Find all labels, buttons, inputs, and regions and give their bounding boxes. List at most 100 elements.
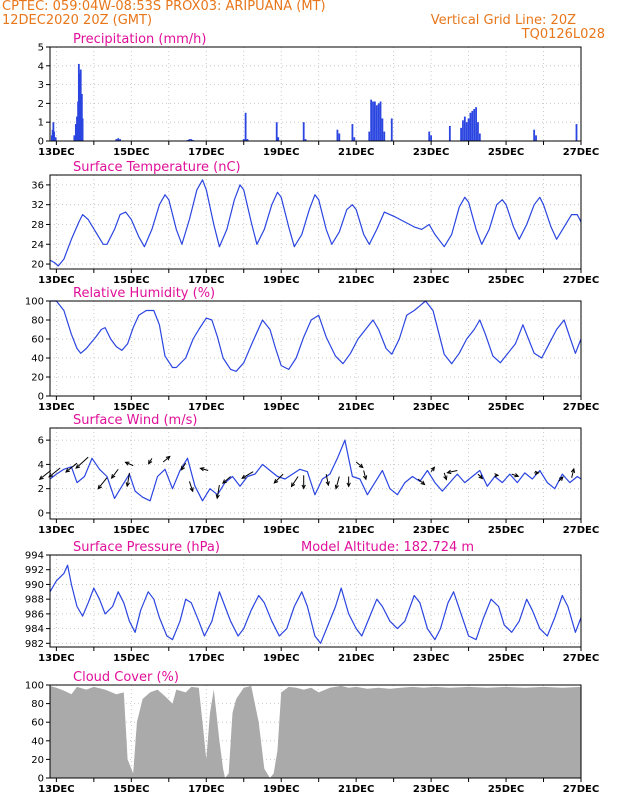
x-tick-label: 21DEC <box>338 147 374 158</box>
precip-bar <box>475 107 477 141</box>
wind-arrowhead <box>75 464 81 469</box>
wind-arrow <box>48 467 61 478</box>
panel-title: Surface Temperature (nC) <box>73 160 241 175</box>
panel-frame <box>49 427 582 520</box>
precip-bar <box>119 139 121 141</box>
wind-arrowhead <box>570 467 576 473</box>
y-tick-label: 990 <box>25 580 44 591</box>
x-tick-label: 13DEC <box>38 525 74 536</box>
precip-bar <box>275 122 278 141</box>
wind-arrowhead <box>189 487 194 493</box>
panel-title: Surface Wind (m/s) <box>73 413 197 428</box>
x-tick-label: 15DEC <box>113 147 149 158</box>
precip-bar <box>353 137 356 141</box>
x-tick-label: 25DEC <box>488 653 524 664</box>
x-tick-label: 21DEC <box>338 402 374 413</box>
x-tick-label: 27DEC <box>563 784 599 795</box>
wind-arrow <box>188 481 194 492</box>
precip-bar <box>370 99 373 141</box>
x-tick-label: 23DEC <box>413 784 449 795</box>
precip-bar <box>244 112 247 141</box>
y-tick-label: 988 <box>25 595 44 606</box>
panel-frame <box>49 46 582 142</box>
wind-arrowhead <box>346 482 351 488</box>
panel-frame <box>49 300 582 397</box>
x-tick-label: 17DEC <box>188 653 224 664</box>
precip-bar <box>372 101 374 141</box>
y-tick-label: 0 <box>38 392 44 403</box>
precip-bar <box>246 139 249 141</box>
precip-bar <box>188 139 191 141</box>
panel-title: Cloud Cover (%) <box>73 670 179 685</box>
x-tick-label: 21DEC <box>338 784 374 795</box>
precip-bar <box>535 135 537 141</box>
precip-bar <box>190 139 193 141</box>
x-tick-label: 15DEC <box>113 653 149 664</box>
precip-bar <box>80 94 83 141</box>
panel-frame <box>49 174 582 270</box>
y-tick-label: 20 <box>31 755 44 766</box>
wind-arrowhead <box>301 484 306 490</box>
x-tick-label: 27DEC <box>563 402 599 413</box>
panel-4: 0 2 4 6 13DEC 15DEC 17DEC 19DEC 21DEC 23DEC 25DEC 2… <box>38 413 600 536</box>
y-tick-label: 80 <box>31 316 44 327</box>
panel-3: 0 20 40 60 80 100 13DEC 15DEC 17DEC 19DEC 21DEC 23D… <box>25 286 599 413</box>
y-tick-label: 984 <box>25 624 44 635</box>
y-tick-label: 0 <box>38 137 44 148</box>
precip-bar <box>302 122 305 141</box>
precip-bar <box>430 135 433 141</box>
wind-arrow <box>200 467 209 471</box>
precip-bar <box>53 131 56 141</box>
y-tick-label: 0 <box>38 508 44 519</box>
y-tick-label: 6 <box>38 436 44 447</box>
wind-arrow <box>291 476 299 487</box>
panel-title: Surface Pressure (hPa) <box>73 540 220 555</box>
precip-bar <box>277 137 280 141</box>
precip-bar <box>381 118 384 141</box>
precip-bar <box>478 133 481 141</box>
y-tick-label: 994 <box>25 551 44 562</box>
series-line <box>49 179 582 267</box>
x-tick-label: 19DEC <box>263 147 299 158</box>
x-tick-label: 17DEC <box>188 147 224 158</box>
x-tick-label: 21DEC <box>338 275 374 286</box>
wind-arrow <box>97 477 108 490</box>
wind-arrowhead <box>494 473 500 478</box>
header-datetime: 12DEC2020 20Z (GMT) <box>2 13 153 28</box>
precip-bar <box>336 129 339 141</box>
precip-bar <box>81 118 84 141</box>
wind-arrowhead <box>358 463 364 469</box>
y-tick-label: 36 <box>31 180 44 191</box>
precip-bar <box>377 103 380 141</box>
x-tick-label: 19DEC <box>263 653 299 664</box>
panel-6: 0 20 40 60 80 100 13DEC 15DEC 17DEC 19DEC 21DEC 23D… <box>25 670 599 795</box>
wind-arrow <box>111 468 119 479</box>
wind-arrowhead <box>241 474 247 479</box>
y-tick-label: 28 <box>31 220 44 231</box>
precip-bar <box>304 139 307 141</box>
x-tick-label: 19DEC <box>263 525 299 536</box>
x-tick-label: 19DEC <box>263 402 299 413</box>
series-line <box>49 439 582 502</box>
wind-arrowhead <box>199 467 205 472</box>
wind-arrowhead <box>514 473 520 478</box>
x-tick-label: 13DEC <box>38 784 74 795</box>
wind-arrow <box>241 471 254 479</box>
wind-arrow <box>273 473 284 484</box>
y-tick-label: 0 <box>38 774 44 785</box>
wind-arrowhead <box>420 480 426 486</box>
series-line <box>50 300 582 372</box>
precip-bar <box>375 105 378 141</box>
wind-arrowhead <box>534 470 540 476</box>
panel-1: 0 1 2 3 4 5 13DEC 15DEC 17DEC 19DEC 21DEC 23DEC 25DE… <box>38 32 600 158</box>
x-tick-label: 23DEC <box>413 147 449 158</box>
wind-arrowhead <box>147 459 153 465</box>
precip-bar <box>373 101 376 141</box>
wind-arrowhead <box>273 478 279 484</box>
precip-bar <box>473 109 476 141</box>
wind-arrow <box>417 478 425 485</box>
x-tick-label: 27DEC <box>563 525 599 536</box>
wind-arrowhead <box>125 482 131 488</box>
precip-bar <box>428 131 431 141</box>
